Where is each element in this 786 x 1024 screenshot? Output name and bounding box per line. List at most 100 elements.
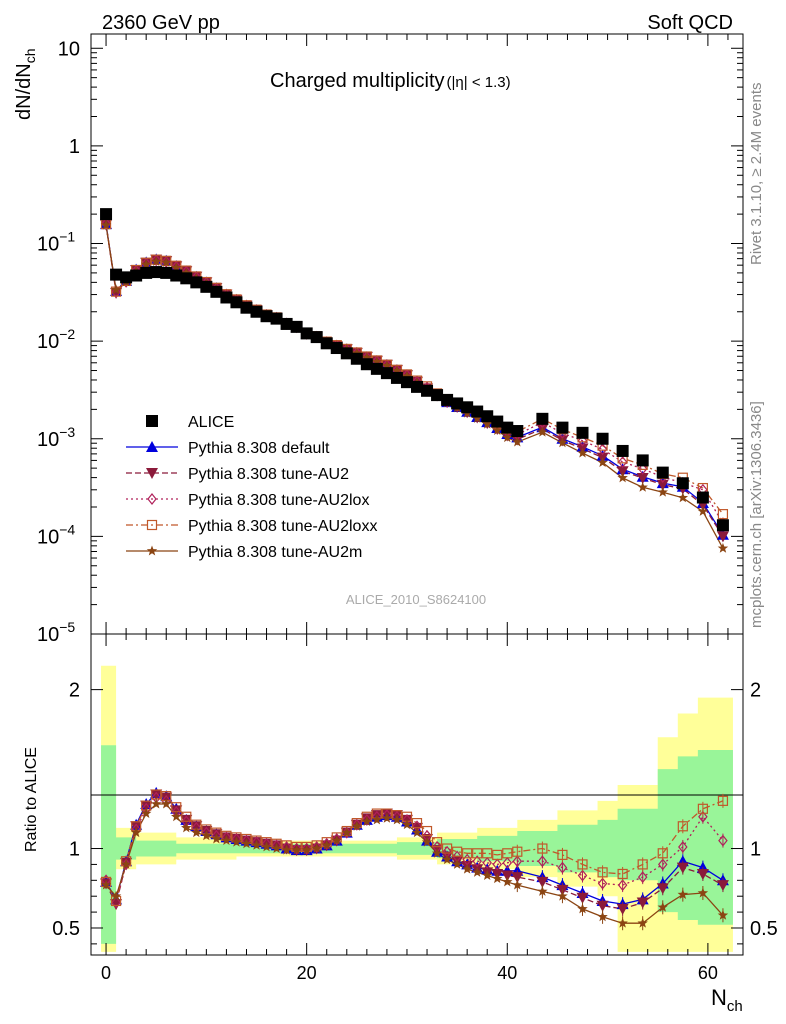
- point-top-alice: [350, 352, 363, 365]
- x-tick-label: 60: [698, 963, 718, 983]
- y-tick-label-exponent: −1: [59, 229, 75, 245]
- point-ratio-au2loxx: [181, 811, 192, 822]
- point-ratio-au2: [696, 868, 709, 880]
- point-ratio-au2m: [441, 854, 453, 865]
- point-ratio-au2loxx: [472, 848, 483, 859]
- point-top-alice: [576, 426, 589, 439]
- plot-title-cut: (|η| < 1.3): [447, 74, 511, 91]
- point-ratio-au2loxx: [657, 848, 668, 859]
- point-ratio-au2m: [301, 844, 312, 855]
- point-ratio-au2loxx: [482, 848, 493, 859]
- y-axis-label-top: dN/dNch: [13, 49, 38, 121]
- point-ratio-au2lox: [718, 834, 728, 847]
- point-ratio-au2m: [261, 841, 272, 852]
- point-top-alice: [411, 380, 423, 393]
- point-ratio-au2m: [221, 835, 232, 846]
- y-tick-label-top: 10−1: [37, 229, 75, 256]
- point-ratio-au2loxx: [557, 849, 568, 860]
- point-ratio-au2m: [637, 917, 648, 928]
- point-ratio-au2m: [211, 833, 222, 844]
- point-ratio-au2m: [421, 836, 433, 847]
- y-tick-label-base: 10: [37, 234, 59, 256]
- analysis-watermark: ALICE_2010_S8624100: [346, 592, 486, 607]
- y-tick-label-top: 10−5: [37, 619, 75, 646]
- point-top-alice: [300, 327, 313, 340]
- point-ratio-au2: [716, 880, 729, 892]
- point-top-au2m: [401, 370, 413, 381]
- point-ratio-au2lox: [482, 856, 492, 869]
- point-top-au2lox: [111, 286, 121, 299]
- line-ratio-au2lox: [105, 796, 724, 905]
- point-ratio-au2m: [341, 827, 353, 838]
- y-tick-label-bottom-right: 2: [750, 680, 761, 702]
- point-ratio-au2lox: [597, 877, 608, 890]
- point-ratio-au2m: [557, 890, 568, 901]
- point-ratio-au2: [576, 892, 589, 904]
- legend-label-default: Pythia 8.308 default: [188, 440, 330, 457]
- point-top-alice: [491, 415, 504, 428]
- point-ratio-au2lox: [291, 842, 302, 855]
- point-ratio-au2m: [537, 885, 548, 896]
- point-top-alice: [676, 477, 689, 490]
- point-ratio-au2loxx: [537, 843, 548, 854]
- point-top-alice: [120, 271, 133, 284]
- y-tick-label-base: 10: [58, 38, 80, 60]
- point-top-au2lox: [161, 255, 171, 268]
- point-ratio-au2m: [471, 866, 483, 877]
- point-ratio-au2m: [231, 836, 242, 847]
- point-top-au2lox: [577, 434, 588, 447]
- y-axis-label-top-main: dN/dN: [13, 63, 35, 120]
- legend-label-au2m: Pythia 8.308 tune-AU2m: [188, 544, 362, 561]
- band-inner: [101, 745, 733, 944]
- point-top-alice: [461, 401, 474, 414]
- point-ratio-au2lox: [111, 896, 121, 909]
- legend: ALICE Pythia 8.308 default Pythia 8.308 tu…: [126, 414, 377, 561]
- point-ratio-au2: [190, 821, 203, 833]
- band-outer: [101, 665, 733, 952]
- legend-marker-au2loxx: [146, 519, 158, 531]
- point-ratio-au2lox: [362, 813, 372, 826]
- y-axis-label-bottom: Ratio to ALICE: [23, 747, 40, 852]
- y-tick-label-bottom-right: 1: [750, 839, 761, 861]
- y-axis-label-top-sub: ch: [22, 49, 38, 64]
- header-energy: 2360 GeV pp: [102, 12, 220, 34]
- y-tick-label-base: 10: [37, 624, 59, 646]
- point-top-alice: [180, 272, 193, 285]
- point-ratio-au2loxx: [441, 843, 453, 854]
- point-top-alice: [536, 412, 549, 425]
- point-ratio-au2m: [657, 901, 668, 912]
- point-top-au2: [716, 531, 729, 543]
- point-top-au2m: [110, 284, 122, 295]
- point-top-alice: [451, 397, 464, 410]
- point-top-alice: [481, 410, 494, 423]
- series-markers-bottom: [100, 786, 729, 931]
- point-ratio-au2lox: [512, 855, 523, 868]
- point-top-alice: [240, 301, 253, 314]
- point-ratio-au2lox: [502, 856, 513, 869]
- point-ratio-au2: [656, 883, 669, 895]
- uncertainty-bands: [101, 665, 733, 952]
- y-tick-label-top: 1: [69, 136, 80, 158]
- point-top-au2m: [381, 360, 393, 371]
- point-ratio-au2m: [431, 847, 443, 858]
- point-top-alice: [200, 280, 213, 293]
- point-top-au2m: [100, 219, 112, 230]
- point-ratio-au2m: [281, 844, 292, 855]
- point-top-au2m: [391, 365, 403, 376]
- point-ratio-au2: [501, 870, 514, 882]
- point-top-alice: [431, 389, 444, 402]
- legend-label-au2: Pythia 8.308 tune-AU2: [188, 466, 349, 483]
- point-ratio-au2m: [241, 838, 252, 849]
- point-ratio-au2m: [481, 870, 493, 880]
- x-axis-label-sub: ch: [727, 998, 743, 1015]
- point-top-au2m: [597, 457, 608, 468]
- bottom-panel-frame: [90, 633, 744, 956]
- point-top-alice: [190, 276, 203, 289]
- point-ratio-au2m: [110, 890, 122, 901]
- point-top-alice: [340, 347, 353, 360]
- point-top-au2lox: [617, 456, 628, 468]
- point-top-alice: [110, 268, 123, 281]
- point-ratio-au2m: [381, 812, 393, 823]
- point-ratio-au2lox: [311, 840, 322, 853]
